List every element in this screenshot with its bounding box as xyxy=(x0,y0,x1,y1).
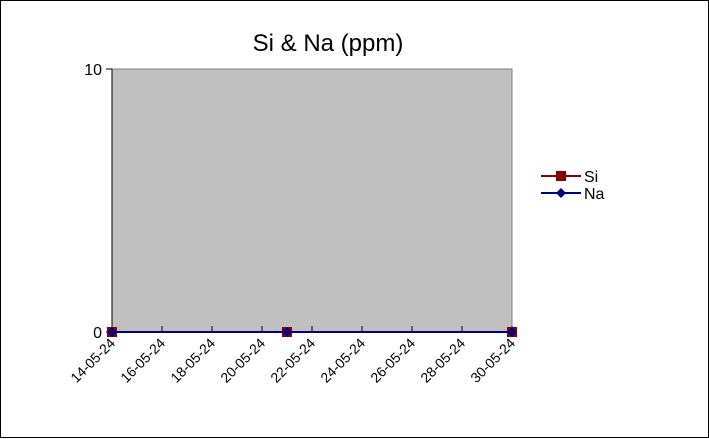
y-tick-label: 0 xyxy=(93,325,102,342)
series-na xyxy=(107,327,517,337)
y-tick-label: 10 xyxy=(84,62,102,79)
x-tick-label: 14-05-24 xyxy=(67,335,118,386)
x-tick-label: 16-05-24 xyxy=(117,335,168,386)
legend-item-si: Si xyxy=(541,169,598,186)
x-tick-label: 22-05-24 xyxy=(267,335,318,386)
x-tick-label: 28-05-24 xyxy=(417,335,468,386)
x-tick-label: 18-05-24 xyxy=(167,335,218,386)
plot-area xyxy=(111,68,513,333)
x-tick-label: 20-05-24 xyxy=(217,335,268,386)
data-point-na xyxy=(107,327,117,337)
series-layer xyxy=(107,327,517,337)
x-tick-label: 24-05-24 xyxy=(317,335,368,386)
chart-title: Si & Na (ppm) xyxy=(253,30,404,57)
x-tick-label: 30-05-24 xyxy=(467,335,518,386)
data-point-na xyxy=(507,327,517,337)
legend-item-na: Na xyxy=(541,186,605,203)
legend-label: Na xyxy=(584,186,605,203)
legend-label: Si xyxy=(584,169,598,186)
data-point-na xyxy=(282,327,292,337)
x-axis-ticks: 14-05-24 16-05-24 18-05-24 20-05-24 22-05-24… xyxy=(67,326,518,386)
y-axis-ticks: 0 10 xyxy=(84,62,112,342)
x-tick-label: 26-05-24 xyxy=(367,335,418,386)
legend-marker xyxy=(556,188,566,198)
legend-marker xyxy=(556,171,566,181)
